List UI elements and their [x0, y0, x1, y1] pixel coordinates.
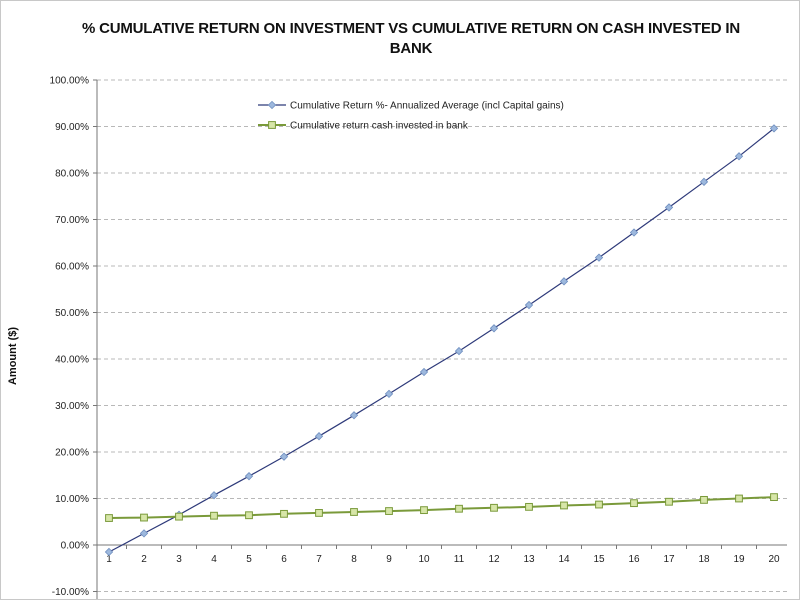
- data-point-diamond: [769, 124, 779, 133]
- y-tick-label: 60.00%: [55, 262, 89, 273]
- x-tick-label: 19: [733, 554, 745, 565]
- x-tick-label: 20: [768, 554, 780, 565]
- x-tick-label: 11: [454, 554, 465, 565]
- chart-title-line-1: % CUMULATIVE RETURN ON INVESTMENT VS CUM…: [81, 20, 740, 37]
- x-tick-label: 15: [593, 554, 605, 565]
- x-tick-label: 1: [106, 554, 112, 565]
- y-tick-label: 20.00%: [55, 448, 89, 459]
- data-point-square: [350, 508, 358, 516]
- y-tick-label: 0.00%: [61, 541, 89, 552]
- data-point-diamond: [104, 547, 114, 557]
- data-point-square: [105, 514, 113, 522]
- data-point-square: [595, 500, 603, 509]
- data-point-square: [525, 502, 533, 511]
- data-point-diamond: [139, 529, 149, 538]
- y-tick-label: 10.00%: [55, 494, 89, 505]
- legend-marker-diamond: [267, 100, 277, 110]
- data-point-square: [175, 512, 183, 521]
- x-tick-label: 3: [176, 554, 182, 565]
- data-point-square: [770, 493, 778, 502]
- chart-title-line-2: BANK: [389, 40, 433, 57]
- x-tick-label: 5: [246, 554, 252, 565]
- data-point-diamond: [454, 346, 464, 356]
- y-tick-label: 50.00%: [55, 308, 89, 319]
- y-tick-label: -10.00%: [52, 587, 89, 598]
- x-tick-label: 17: [663, 554, 675, 565]
- data-point-square: [420, 506, 428, 515]
- x-tick-label: 8: [351, 554, 357, 565]
- x-tick-label: 4: [211, 554, 217, 565]
- data-point-square: [700, 495, 708, 504]
- data-point-square: [735, 494, 743, 503]
- x-tick-label: 13: [523, 554, 535, 565]
- series-line-2: [108, 496, 775, 519]
- y-tick-label: 30.00%: [55, 401, 89, 412]
- data-point-diamond: [559, 277, 569, 286]
- data-point-diamond: [384, 389, 394, 399]
- data-point-square: [665, 497, 673, 506]
- data-point-square: [630, 499, 638, 508]
- legend-entry-1: Cumulative Return %- Annualized Average …: [290, 101, 564, 112]
- x-tick-label: 2: [141, 554, 147, 565]
- data-point-diamond: [279, 452, 289, 461]
- x-tick-label: 9: [386, 554, 392, 565]
- data-point-diamond: [734, 152, 744, 161]
- data-point-square: [245, 511, 253, 520]
- y-tick-label: 100.00%: [50, 76, 90, 87]
- data-point-diamond: [244, 472, 254, 481]
- data-point-square: [385, 507, 393, 515]
- x-tick-label: 6: [281, 554, 287, 565]
- y-tick-label: 80.00%: [55, 169, 89, 180]
- data-point-square: [140, 513, 148, 522]
- data-point-square: [280, 509, 288, 518]
- x-tick-label: 14: [558, 554, 570, 565]
- x-tick-label: 12: [488, 554, 500, 565]
- data-point-square: [490, 503, 498, 512]
- data-point-diamond: [349, 411, 359, 420]
- x-tick-label: 18: [698, 554, 710, 565]
- data-point-square: [455, 504, 463, 513]
- y-tick-label: 70.00%: [55, 215, 89, 226]
- data-point-diamond: [419, 367, 429, 377]
- series-line-1: [108, 127, 775, 553]
- data-point-diamond: [664, 203, 674, 212]
- y-tick-label: 90.00%: [55, 122, 89, 133]
- data-point-diamond: [209, 491, 219, 500]
- legend-marker-square: [268, 121, 276, 129]
- data-point-diamond: [699, 177, 709, 187]
- y-tick-label: 40.00%: [55, 355, 89, 366]
- data-point-diamond: [524, 300, 534, 310]
- x-tick-label: 7: [316, 554, 322, 565]
- data-point-diamond: [629, 228, 639, 237]
- x-tick-label: 16: [628, 554, 640, 565]
- data-point-square: [560, 501, 568, 510]
- data-point-diamond: [314, 432, 324, 441]
- data-point-square: [315, 509, 323, 517]
- data-point-diamond: [594, 253, 604, 262]
- data-point-square: [210, 511, 218, 520]
- data-point-diamond: [489, 324, 499, 333]
- x-tick-label: 10: [418, 554, 430, 565]
- legend-entry-2: Cumulative return cash invested in bank: [290, 121, 469, 132]
- chart-title: % CUMULATIVE RETURN ON INVESTMENT VS CUM…: [61, 19, 761, 59]
